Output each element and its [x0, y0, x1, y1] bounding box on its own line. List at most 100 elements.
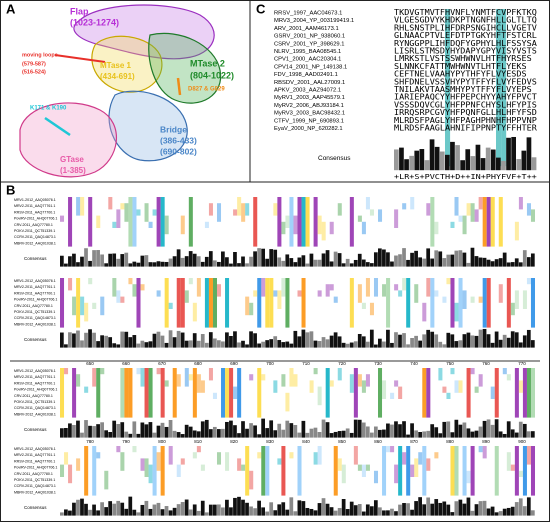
logo-column — [309, 331, 314, 348]
alignment-cell — [96, 368, 101, 418]
alignment-cell — [136, 368, 141, 375]
logo-column — [265, 340, 270, 348]
alignment-cell — [132, 446, 137, 453]
alignment-cell — [136, 278, 141, 328]
logo-column — [394, 511, 398, 516]
alignment-cell — [482, 197, 487, 247]
logo-column — [132, 421, 137, 438]
alignment-cell — [257, 278, 262, 328]
alignment-cell — [317, 290, 322, 297]
logo-column — [225, 257, 229, 267]
logo-column — [116, 258, 121, 267]
logo-column — [406, 344, 410, 348]
ruler-tick: 880 — [446, 439, 454, 444]
alignment-cell — [212, 392, 217, 399]
logo-column — [281, 260, 286, 267]
sequence-name: PoviRV-2011_AHQ07706.1 — [14, 298, 57, 302]
logo-column — [72, 424, 76, 438]
alignment-cell — [180, 458, 185, 465]
logo-column — [398, 504, 402, 516]
alignment-cell — [128, 278, 133, 285]
logo-column — [349, 342, 354, 348]
logo-column — [382, 510, 386, 516]
alignment-cell — [365, 464, 370, 471]
logo-column — [140, 255, 145, 267]
alignment-cell — [273, 380, 278, 393]
logo-column — [341, 499, 346, 516]
logo-column — [313, 510, 318, 516]
ruler-tick: 860 — [374, 439, 382, 444]
logo-column — [249, 331, 253, 348]
domain-label: MTase 1 — [100, 61, 132, 70]
logo-column — [357, 253, 362, 267]
logo-column — [120, 331, 125, 348]
panel-label: B — [6, 182, 15, 197]
logo-column — [454, 250, 459, 267]
logo-column — [229, 335, 233, 348]
logo-column — [450, 334, 455, 348]
logo-column — [289, 423, 294, 438]
ruler-tick: 850 — [338, 439, 346, 444]
logo-column — [430, 258, 435, 267]
logo-column — [265, 258, 270, 267]
logo-column — [530, 431, 535, 438]
logo-column — [485, 147, 491, 171]
alignment-cell — [450, 221, 455, 228]
logo-column — [124, 508, 129, 516]
alignment-cell — [100, 368, 105, 375]
alignment-cell — [241, 464, 246, 471]
logo-column — [361, 259, 366, 267]
logo-column — [96, 250, 100, 267]
alignment-cell — [281, 446, 286, 496]
consensus-label: Consensus — [24, 505, 47, 510]
alignment-cell — [68, 278, 73, 291]
alignment-cell — [458, 215, 463, 222]
logo-column — [510, 262, 515, 267]
alignment-cell — [498, 284, 503, 303]
domain-range: (386-433) — [160, 135, 197, 145]
sequence-name: MBRV-2012_AAQ01038.1 — [14, 412, 56, 416]
logo-column — [313, 259, 318, 267]
alignment-cell — [458, 380, 463, 393]
alignment-cell — [156, 290, 161, 297]
logo-column — [482, 328, 487, 348]
alignment-cell — [514, 446, 519, 496]
consensus-label: Consensus — [318, 155, 351, 162]
alignment-cell — [88, 197, 93, 247]
alignment-cell — [470, 296, 475, 303]
sequence: TNILAKVTAASMHYPYTFFYFLVYEPS — [394, 85, 532, 94]
logo-column — [188, 509, 193, 516]
logo-column — [466, 428, 471, 438]
logo-column — [180, 257, 185, 267]
logo-column — [329, 507, 334, 516]
logo-column — [478, 501, 483, 516]
logo-column — [241, 256, 245, 267]
alignment-cell — [164, 278, 169, 328]
logo-column — [434, 146, 440, 171]
logo-column — [305, 507, 310, 516]
alignment-cell — [442, 386, 447, 393]
logo-column — [164, 426, 169, 438]
logo-column — [494, 259, 499, 267]
alignment-cell — [152, 446, 157, 496]
logo-column — [301, 420, 306, 438]
alignment-cell — [128, 197, 133, 247]
logo-column — [426, 497, 431, 516]
logo-column — [474, 430, 479, 438]
logo-column — [100, 254, 104, 267]
logo-column — [462, 252, 467, 267]
logo-column — [176, 432, 181, 438]
alignment-cell — [164, 215, 169, 235]
logo-column — [357, 419, 362, 438]
logo-column — [498, 339, 503, 348]
logo-column — [265, 511, 270, 516]
domain-range: (1023-1274) — [70, 17, 119, 27]
logo-column — [526, 257, 531, 267]
logo-column — [104, 263, 109, 267]
logo-column — [120, 502, 125, 516]
logo-column — [112, 503, 117, 516]
logo-column — [136, 262, 141, 267]
logo-column — [486, 259, 491, 267]
ruler-tick: 830 — [266, 439, 274, 444]
alignment-cell — [490, 386, 495, 399]
